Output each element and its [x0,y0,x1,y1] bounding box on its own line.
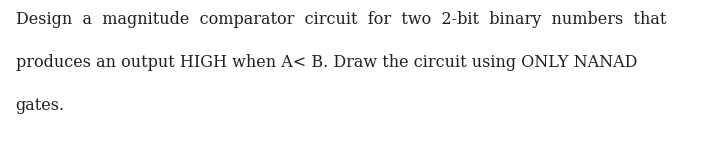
Text: Design  a  magnitude  comparator  circuit  for  two  2-bit  binary  numbers  tha: Design a magnitude comparator circuit fo… [16,11,666,28]
Text: gates.: gates. [16,97,64,114]
Text: produces an output HIGH when A< B. Draw the circuit using ONLY NANAD: produces an output HIGH when A< B. Draw … [16,54,637,71]
